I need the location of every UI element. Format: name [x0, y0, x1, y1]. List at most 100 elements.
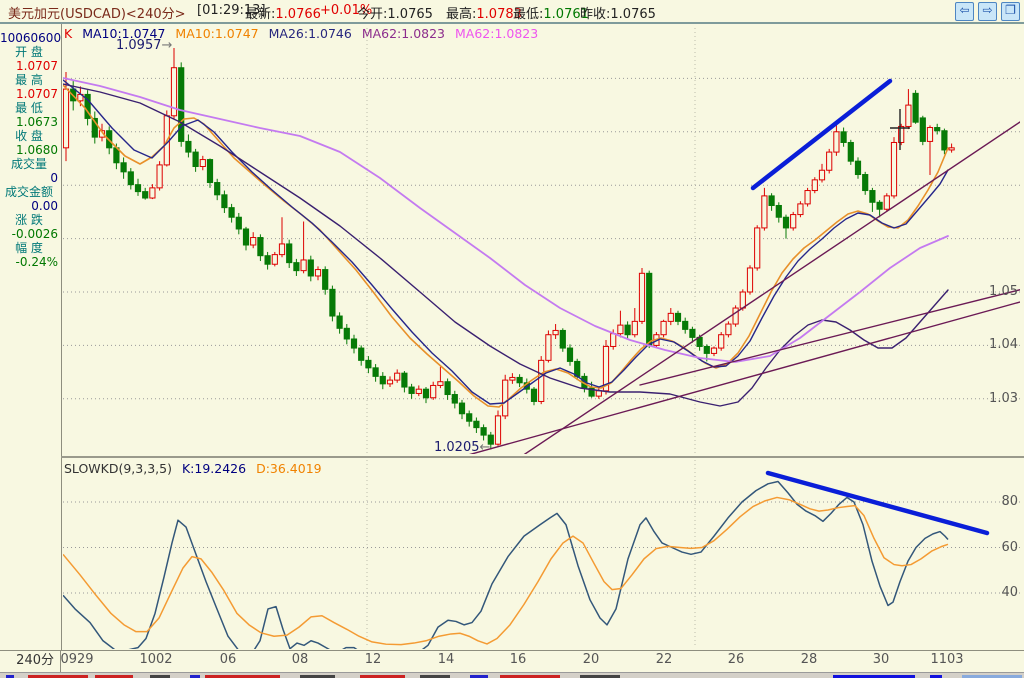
annotation-arrow-icon: ← — [479, 440, 491, 455]
status-strip-fragment — [470, 675, 488, 678]
price-axis-label: 1.05 — [989, 284, 1018, 299]
sidebar-field-value: 0 — [50, 171, 58, 185]
status-strip-fragment — [930, 675, 942, 678]
header-field-4: 今开:1.0765 — [357, 3, 433, 22]
status-strip-fragment — [962, 675, 1022, 678]
support-line-through-low[interactable] — [450, 301, 1020, 460]
price-annotation: 1.0957→ — [116, 38, 172, 53]
status-strip-fragment — [300, 675, 335, 678]
quote-header-bar: 美元加元(USDCAD)<240分> [01:29:13] 最新:1.0766 +0.… — [0, 0, 1024, 24]
status-strip-fragment — [190, 675, 200, 678]
header-field-2: 最新:1.0766 — [245, 3, 321, 22]
candles-layer — [63, 47, 955, 450]
kd-axis-label: 80 — [1001, 494, 1018, 509]
legend-item: MA10:1.0747 — [82, 26, 166, 41]
x-tick-label: 08 — [291, 652, 309, 667]
sidebar-field-label: 幅 度 — [15, 241, 43, 255]
slowkd-line-D — [63, 496, 949, 646]
header-field-value: 1.0765 — [610, 7, 656, 22]
sidebar-field-label: 成交量 — [10, 157, 47, 171]
x-tick-label: 22 — [655, 652, 673, 667]
header-field-value: 1.0765 — [387, 7, 433, 22]
x-tick-label: 06 — [219, 652, 237, 667]
sidebar-field-value: 1.0707 — [16, 87, 58, 101]
status-strip-fragment — [833, 675, 915, 678]
ma62-violet — [63, 77, 949, 363]
header-field-0: 美元加元(USDCAD)<240分> — [8, 3, 186, 22]
sidebar-field-label: 开 盘 — [15, 45, 43, 59]
header-field-value: +0.01% — [320, 3, 373, 18]
x-tick-label: 1002 — [139, 652, 173, 667]
x-tick-label: 14 — [437, 652, 455, 667]
header-field-1: [01:29:13] — [197, 3, 266, 18]
kd-axis-label: 40 — [1001, 585, 1018, 600]
legend-item: MA26:1.0746 — [268, 26, 352, 41]
sidebar-field-value: 0.00 — [31, 199, 58, 213]
status-strip-fragment — [420, 675, 450, 678]
sidebar-field-label: 涨 跌 — [15, 213, 43, 227]
main-chart-panel[interactable] — [61, 24, 1024, 458]
legend-item: D:36.4019 — [256, 461, 322, 476]
legend-item: MA10:1.0747 — [175, 26, 259, 41]
x-tick-label: 16 — [509, 652, 527, 667]
ma10-navy — [63, 79, 949, 405]
blue-kd-downtrend-line[interactable] — [765, 470, 990, 536]
sidebar-field-label: 最 高 — [15, 73, 43, 87]
header-field-label: 最低: — [513, 7, 544, 22]
legend-item: K:19.2426 — [181, 461, 247, 476]
slowkd-legend: SLOWKD(9,3,3,5) K:19.2426 D:36.4019 — [64, 461, 332, 476]
prev-chart-button[interactable]: ⇦ — [955, 2, 974, 21]
sidebar-field-value: -0.0026 — [11, 227, 58, 241]
status-strip-fragment — [205, 675, 280, 678]
cascade-windows-button[interactable]: ❐ — [1001, 2, 1020, 21]
status-strip-fragment — [150, 675, 170, 678]
annotation-text: 1.0957 — [116, 38, 162, 53]
status-strip-fragment — [6, 675, 14, 678]
next-chart-button[interactable]: ⇨ — [978, 2, 997, 21]
x-tick-label: 0929 — [60, 652, 94, 667]
sidebar-field-label: 成交金额 — [4, 185, 53, 199]
bar-id: 10060600 — [0, 31, 62, 45]
main-grid — [63, 28, 1020, 648]
chart-nav-buttons: ⇦ ⇨ ❐ — [955, 2, 1020, 21]
price-axis-label: 1.03 — [989, 390, 1018, 406]
status-strip-fragment — [500, 675, 560, 678]
ma26-dark-purple — [63, 83, 949, 407]
sidebar-field-value: 1.0707 — [16, 59, 58, 73]
lower-right-support-line[interactable] — [639, 289, 1023, 386]
sidebar-field-value: 1.0680 — [16, 143, 58, 157]
x-tick-label: 30 — [872, 652, 890, 667]
sidebar-field-value: 1.0673 — [16, 115, 58, 129]
x-tick-label: 26 — [727, 652, 745, 667]
annotation-text: 1.0205 — [434, 440, 480, 455]
legend-item: SLOWKD(9,3,3,5) — [64, 461, 172, 476]
status-strip-fragment — [580, 675, 620, 678]
black-cross-marker — [890, 109, 910, 150]
price-annotation: 1.0205← — [434, 440, 490, 455]
status-strip-fragment — [28, 675, 88, 678]
header-field-label: [01:29:13] — [197, 3, 266, 18]
legend-item: MA62:1.0823 — [455, 26, 539, 41]
header-field-label: 最高: — [446, 7, 477, 22]
header-field-label: 今开: — [357, 7, 388, 22]
blue-resistance-line[interactable] — [750, 78, 893, 191]
status-strip-fragment — [360, 675, 405, 678]
kd-axis-label: 60 — [1001, 539, 1018, 555]
legend-item: MA62:1.0823 — [361, 26, 446, 41]
sidebar-field-value: -0.24% — [15, 255, 58, 269]
sidebar-field-label: 收 盘 — [15, 129, 43, 143]
header-field-value: 1.0761 — [543, 7, 589, 22]
x-tick-label: 20 — [582, 652, 600, 667]
ma-legend: K MA10:1.0747 MA10:1.0747 MA26:1.0746 MA62:1… — [64, 26, 548, 41]
steep-support-line[interactable] — [522, 121, 1020, 456]
status-strip — [0, 672, 1024, 678]
x-tick-label: 1103 — [930, 652, 964, 667]
interval-label: 240分 — [0, 651, 61, 672]
header-field-label: 最新: — [245, 7, 276, 22]
header-field-6: 最低:1.0761 — [513, 3, 589, 22]
x-tick-label: 28 — [800, 652, 818, 667]
